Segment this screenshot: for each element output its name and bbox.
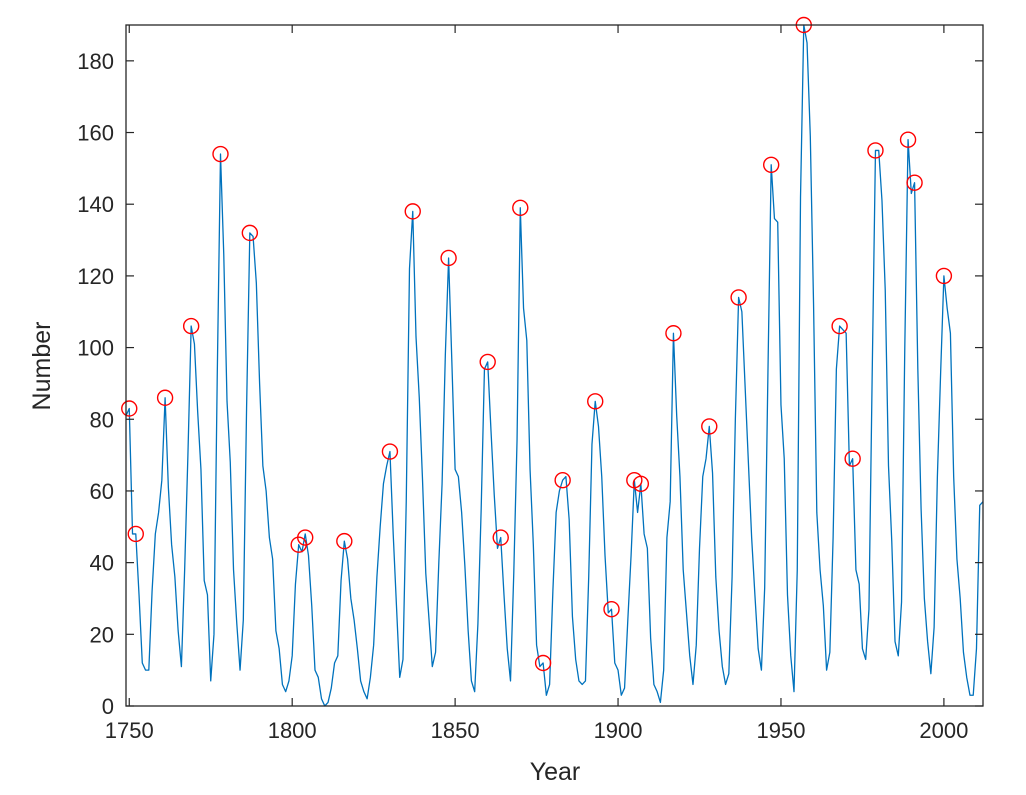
peak-marker [844, 450, 861, 467]
peak-marker [665, 325, 682, 342]
x-tick-label: 1900 [594, 718, 643, 743]
axes-box [125, 24, 984, 707]
y-axis: 0 20 40 60 80 100 120 140 160 180 [77, 49, 983, 719]
peak-marker [701, 418, 718, 435]
x-tick-label: 2000 [919, 718, 968, 743]
peak-marker [867, 142, 884, 159]
peak-marker [212, 145, 229, 163]
peak-marker [336, 532, 353, 550]
peak-marker [127, 525, 144, 543]
peak-marker [404, 203, 421, 220]
peak-marker [479, 353, 496, 371]
peak-marker [554, 471, 571, 489]
peak-marker [512, 199, 529, 216]
series-line-sunspots [125, 24, 984, 707]
peak-marker [440, 249, 457, 267]
peak-marker [906, 174, 923, 191]
peak-marker [831, 317, 848, 335]
y-tick-label: 160 [77, 121, 114, 146]
peak-marker [241, 224, 259, 242]
y-tick-label: 20 [90, 622, 114, 647]
y-tick-label: 60 [90, 479, 114, 504]
y-tick-label: 180 [77, 49, 114, 74]
x-axis-label: Year [530, 758, 581, 786]
y-tick-label: 80 [90, 407, 114, 432]
peak-marker [381, 443, 399, 460]
peak-marker [156, 389, 174, 406]
y-tick-label: 100 [77, 336, 114, 361]
peak-marker [492, 529, 509, 546]
x-axis: 1750 1800 1850 1900 1950 2000 [105, 25, 968, 743]
peak-marker [935, 267, 953, 285]
peak-marker [603, 601, 620, 618]
peak-marker [762, 156, 780, 173]
peak-marker [182, 317, 200, 335]
x-tick-label: 1850 [431, 718, 480, 743]
peak-marker [899, 131, 917, 148]
peak-marker [297, 529, 314, 546]
x-tick-label: 1750 [105, 718, 154, 743]
y-tick-label: 0 [102, 694, 114, 719]
y-tick-label: 120 [77, 264, 114, 289]
peak-marker [121, 400, 138, 417]
x-tick-label: 1950 [756, 718, 805, 743]
peak-marker [534, 654, 552, 672]
peak-marker [632, 475, 650, 492]
peak-marker [730, 289, 747, 306]
peak-marker [587, 393, 604, 410]
y-axis-label: Number [28, 322, 56, 411]
y-tick-label: 140 [77, 192, 114, 217]
x-tick-label: 1800 [268, 718, 317, 743]
y-tick-label: 40 [90, 551, 114, 576]
